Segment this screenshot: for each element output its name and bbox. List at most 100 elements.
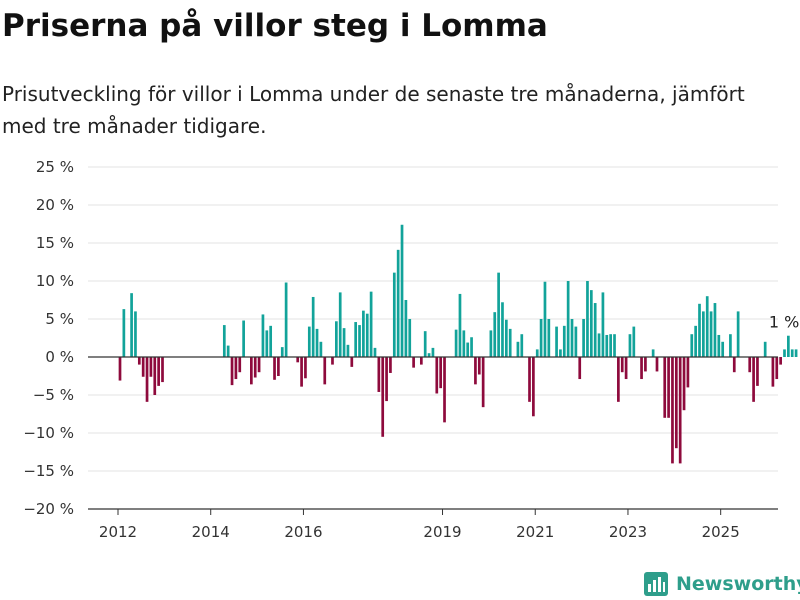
bar (694, 325, 697, 357)
bar (763, 341, 767, 357)
bar (713, 303, 717, 357)
bar (354, 322, 358, 357)
x-axis-ticks: 2012 2014 2016 2019 2021 2023 2025 (99, 509, 740, 541)
bar (574, 326, 578, 357)
bar (489, 330, 493, 357)
bar (787, 335, 790, 357)
bar (137, 357, 141, 365)
bar (346, 344, 350, 357)
bar (431, 347, 435, 357)
bar (400, 224, 404, 357)
bar (412, 357, 415, 368)
bar (296, 357, 300, 363)
bar (134, 311, 137, 357)
bar (122, 309, 126, 357)
bar (261, 314, 265, 357)
bar (790, 349, 794, 357)
bar (481, 357, 485, 408)
bar (408, 319, 412, 357)
bar (323, 357, 327, 385)
x-tick-label: 2021 (516, 523, 554, 541)
y-tick-label: 5 % (45, 310, 74, 328)
bar (466, 342, 470, 357)
bar (497, 272, 500, 357)
bar (682, 357, 686, 411)
bar (470, 337, 473, 357)
bar (427, 353, 431, 357)
bar (501, 302, 504, 357)
bar (269, 325, 273, 357)
chart-subtitle: Prisutveckling för villor i Lomma under … (2, 78, 800, 142)
y-tick-label: −5 % (33, 386, 74, 404)
bar (721, 341, 725, 357)
x-tick-label: 2019 (423, 523, 461, 541)
bar (161, 357, 164, 383)
bar (362, 310, 365, 357)
bar (404, 300, 408, 357)
bar (365, 313, 369, 357)
bar (605, 334, 609, 357)
y-tick-label: 20 % (36, 196, 74, 214)
bar (335, 321, 338, 357)
bar (570, 319, 574, 357)
bar (381, 357, 385, 437)
y-axis-tick-labels: 25 % 20 % 15 % 10 % 5 % 0 % −5 % −10 % −15 % −20 … (23, 158, 74, 518)
bar (632, 326, 636, 357)
bar (705, 296, 709, 357)
y-tick-label: 0 % (45, 348, 74, 366)
bar (458, 293, 462, 357)
bar (273, 357, 276, 380)
bar (300, 357, 303, 387)
bar (756, 357, 759, 386)
y-tick-label: 25 % (36, 158, 74, 176)
bar (435, 357, 439, 394)
bar (250, 357, 253, 385)
bar (350, 357, 354, 367)
bar (118, 357, 122, 381)
bar (663, 357, 667, 418)
bar (369, 291, 373, 357)
bar-chart-logo-icon (644, 572, 668, 596)
bar-chart: 25 % 20 % 15 % 10 % 5 % 0 % −5 % −10 % −15 % −20 … (23, 158, 799, 541)
bar (783, 349, 786, 357)
bar (535, 349, 539, 357)
bar (674, 357, 678, 449)
bar (373, 347, 377, 357)
bar (423, 331, 427, 357)
y-tick-label: −10 % (23, 424, 74, 442)
bar (331, 357, 334, 365)
gridlines (88, 166, 778, 472)
bar (284, 282, 288, 357)
bar (702, 311, 705, 357)
bar (230, 357, 234, 386)
newsworthy-logo[interactable]: Newsworthy (644, 568, 800, 600)
bar (315, 328, 319, 357)
bar (504, 319, 508, 357)
bar (566, 281, 570, 357)
bar (775, 357, 779, 380)
bar (319, 341, 323, 357)
bar (477, 357, 481, 375)
bar (253, 357, 257, 378)
bar (265, 330, 269, 357)
bar (304, 357, 307, 379)
bar (582, 319, 585, 357)
x-tick-label: 2016 (284, 523, 322, 541)
bar (559, 349, 562, 357)
bar (528, 357, 531, 402)
bar (157, 357, 160, 386)
bar (586, 281, 589, 357)
bar (130, 293, 133, 357)
bar (392, 272, 396, 357)
bar (748, 357, 752, 373)
bar (555, 326, 558, 357)
bar (307, 326, 311, 357)
bar (342, 328, 346, 357)
bar (532, 357, 535, 417)
bar (149, 357, 153, 377)
bar (439, 357, 443, 389)
bar (589, 290, 593, 357)
bar (698, 303, 701, 357)
bar (729, 334, 732, 357)
y-tick-label: 15 % (36, 234, 74, 252)
